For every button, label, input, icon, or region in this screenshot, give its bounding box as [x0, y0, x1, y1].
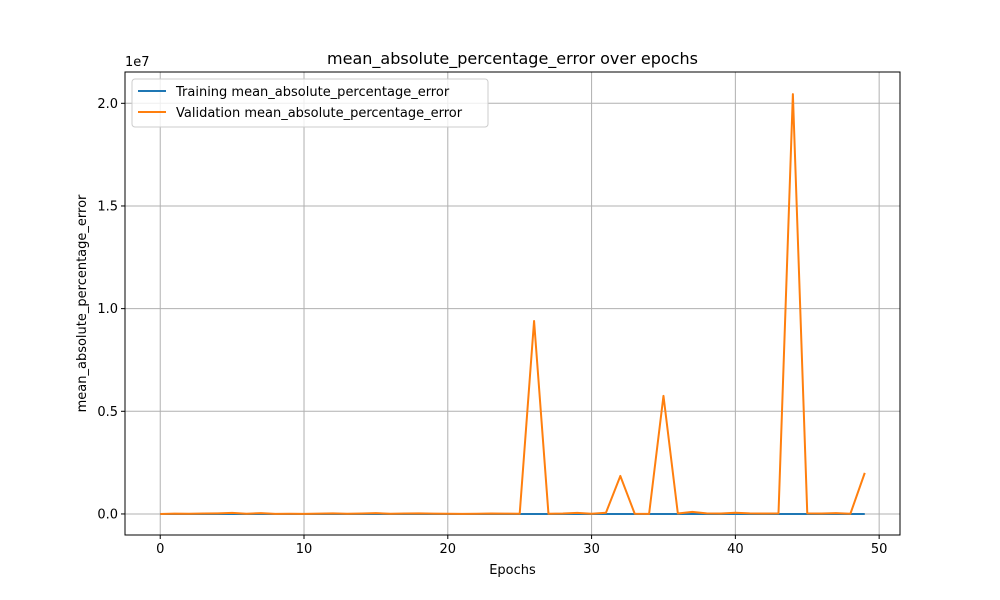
y-tick-label: 0.0 — [97, 507, 118, 522]
series-lines — [160, 93, 866, 515]
x-tick-label: 40 — [727, 542, 744, 557]
x-axis-ticks: 0 10 20 30 40 50 — [156, 535, 887, 557]
series-line-validation — [160, 93, 866, 515]
y-axis-label: mean_absolute_percentage_error — [75, 194, 90, 412]
x-tick-label: 30 — [583, 542, 600, 557]
legend-label-validation: Validation mean_absolute_percentage_erro… — [176, 106, 463, 121]
x-tick-label: 20 — [440, 542, 457, 557]
chart-title: mean_absolute_percentage_error over epoc… — [327, 49, 698, 69]
x-tick-label: 10 — [296, 542, 313, 557]
x-axis-label: Epochs — [489, 563, 536, 578]
y-tick-label: 1.0 — [97, 302, 118, 317]
legend-label-training: Training mean_absolute_percentage_error — [175, 85, 450, 100]
legend-box — [131, 78, 489, 128]
y-tick-label: 1.5 — [97, 199, 118, 214]
legend: Training mean_absolute_percentage_error … — [131, 78, 489, 128]
y-axis-offset-label: 1e7 — [125, 55, 150, 70]
x-tick-label: 0 — [156, 542, 164, 557]
y-tick-label: 2.0 — [97, 97, 118, 112]
x-tick-label: 50 — [871, 542, 888, 557]
plot-frame — [124, 71, 901, 536]
y-tick-label: 0.5 — [97, 405, 118, 420]
y-axis-ticks: 0.0 0.5 1.0 1.5 2.0 — [97, 97, 125, 522]
